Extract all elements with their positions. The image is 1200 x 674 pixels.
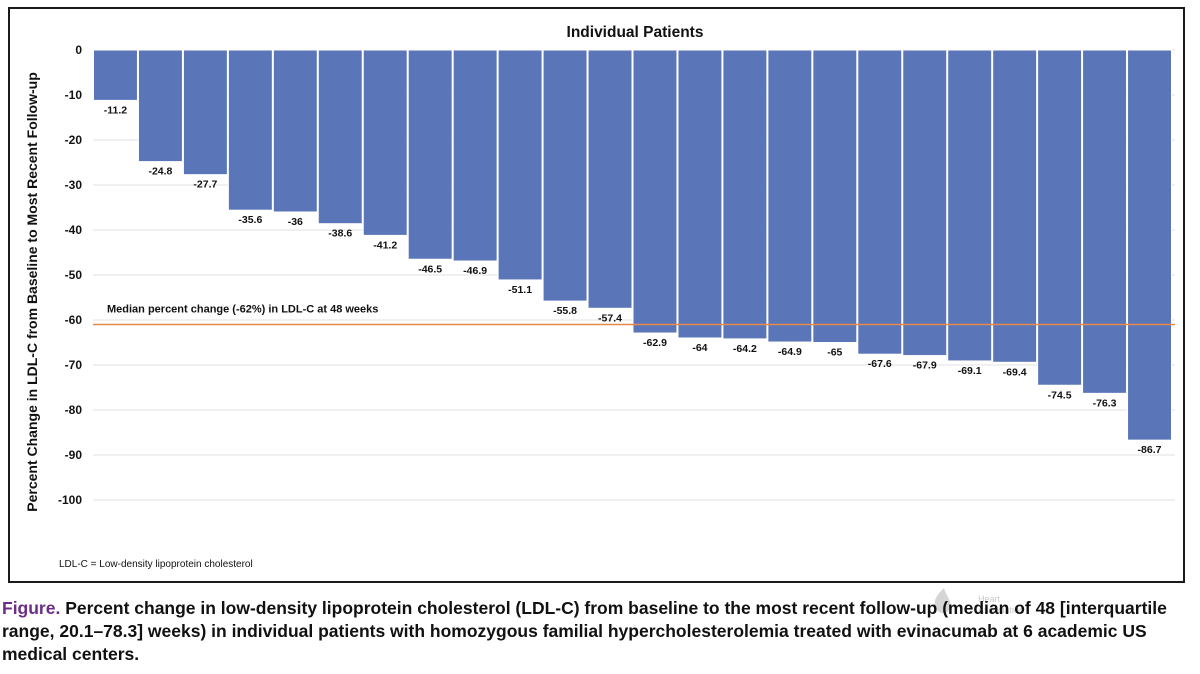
y-axis-ticks: 0 -10 -20 -30 -40 -50 -60 -70 -80 -90 -100 [58, 43, 82, 507]
bar-value-label: -67.6 [868, 358, 892, 370]
bar [272, 49, 318, 213]
bar [992, 49, 1038, 363]
bar-value-label: -65 [827, 347, 842, 359]
bar [947, 49, 993, 362]
figure-caption: Figure. Percent change in low-density li… [2, 597, 1192, 666]
bar-value-label: -51.1 [508, 284, 532, 296]
bar [587, 49, 633, 309]
heart-association-logo: Heart Association [922, 582, 1042, 622]
bar [1082, 49, 1128, 394]
bar [452, 49, 498, 262]
torch-heart-icon [934, 588, 951, 614]
bar [362, 49, 408, 236]
logo-line-1: Heart [978, 594, 1001, 604]
bar [632, 49, 678, 334]
chart-title: Individual Patients [567, 24, 704, 41]
bar [227, 49, 273, 211]
bar [93, 49, 138, 101]
caption-text: Percent change in low-density lipoprotei… [2, 598, 1167, 664]
y-tick-label: -80 [65, 403, 83, 417]
bar-value-label: -62.9 [643, 337, 667, 349]
logo-line-2: Association [978, 605, 1024, 615]
bar-value-label: -69.1 [958, 365, 982, 377]
bar-chart: 0 -10 -20 -30 -40 -50 -60 -70 -80 -90 -100 -11.2 -2… [24, 24, 1175, 570]
bar-value-label: -69.4 [1003, 366, 1027, 378]
bar [722, 49, 768, 340]
bar [182, 49, 228, 176]
abbreviation-footnote: LDL-C = Low-density lipoprotein choleste… [59, 559, 253, 570]
caption-lead: Figure. [2, 598, 61, 618]
bar-value-label: -64.2 [733, 343, 757, 355]
bar [1127, 49, 1172, 441]
bar-value-label: -64.9 [778, 346, 802, 358]
median-reference-label: Median percent change (-62%) in LDL-C at… [107, 304, 378, 316]
bar-value-label: -35.6 [238, 214, 262, 226]
bar-value-label: -76.3 [1093, 397, 1117, 409]
bar-value-label: -46.9 [463, 265, 487, 277]
bar [812, 49, 858, 343]
bar [497, 49, 543, 281]
bar [317, 49, 363, 225]
y-tick-label: -50 [65, 268, 83, 282]
bar-value-label: -11.2 [104, 104, 128, 116]
y-axis-label: Percent Change in LDL-C from Baseline to… [24, 72, 40, 511]
y-tick-label: 0 [75, 43, 82, 57]
bar-value-labels: -11.2 -24.8 -27.7 -35.6 -36 -38.6 -41.2 -46.5 -4… [104, 104, 1162, 456]
bar-value-label: -27.7 [193, 179, 217, 191]
bar [677, 49, 723, 339]
y-tick-label: -40 [65, 223, 83, 237]
bar-value-label: -46.5 [418, 263, 442, 275]
y-tick-label: -70 [65, 358, 83, 372]
y-tick-label: -100 [58, 493, 82, 507]
y-tick-label: -30 [65, 178, 83, 192]
bar [857, 49, 903, 355]
bar-value-label: -64 [692, 342, 707, 354]
bar [1037, 49, 1083, 386]
bar-value-label: -67.9 [913, 360, 937, 372]
bar [902, 49, 948, 357]
y-tick-label: -10 [65, 88, 83, 102]
bar [407, 49, 453, 260]
bar [767, 49, 813, 343]
bar-value-label: -57.4 [598, 312, 622, 324]
bar-value-label: -38.6 [328, 228, 352, 240]
bar-value-label: -36 [288, 216, 303, 228]
bar-value-label: -41.2 [373, 239, 397, 251]
bar-value-label: -24.8 [148, 166, 172, 178]
bar-value-label: -86.7 [1138, 444, 1162, 456]
bar-value-label: -74.5 [1048, 389, 1072, 401]
bar-value-label: -55.8 [553, 305, 577, 317]
bars [93, 49, 1172, 441]
bar [542, 49, 588, 302]
y-tick-label: -60 [65, 313, 83, 327]
bar [137, 49, 183, 163]
y-tick-label: -20 [65, 133, 83, 147]
y-tick-label: -90 [65, 448, 83, 462]
